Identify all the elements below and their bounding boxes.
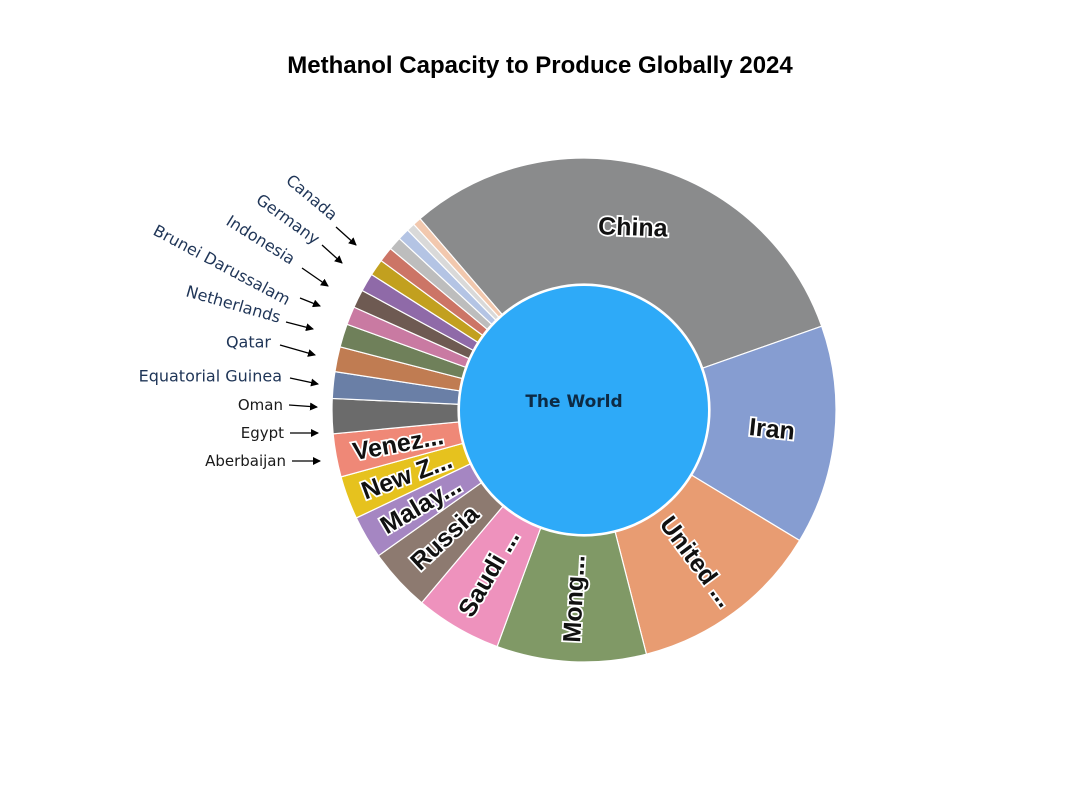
- callout-labels: Aberbaijan Egypt Oman Equatorial Guinea Qata…: [139, 171, 357, 470]
- callout-equatorial-guinea: Equatorial Guinea: [139, 367, 282, 386]
- callout-egypt: Egypt: [241, 424, 284, 442]
- label-iran: Iran: [748, 413, 796, 446]
- callout-arrow-indonesia: [301, 267, 329, 287]
- label-mong: Mong...: [558, 554, 590, 643]
- callout-arrow-equatorial-guinea: [289, 377, 319, 387]
- callout-arrow-germany: [321, 244, 343, 264]
- root-label: The World: [525, 392, 622, 412]
- callout-arrow-brunei-darussalam: [299, 297, 321, 308]
- callout-arrow-netherlands: [285, 321, 314, 332]
- inner-ring: The World: [458, 284, 710, 536]
- callout-oman: Oman: [238, 396, 283, 414]
- outer-ring: [331, 157, 837, 663]
- root-circle: [458, 284, 710, 536]
- chart-title: Methanol Capacity to Produce Globally 20…: [287, 52, 793, 79]
- callout-arrow-canada: [335, 226, 357, 246]
- label-china: China: [598, 212, 669, 242]
- callout-qatar: Qatar: [226, 333, 271, 352]
- callout-aberbaijan: Aberbaijan: [205, 452, 286, 470]
- callout-arrow-oman: [288, 402, 318, 411]
- callout-arrow-qatar: [279, 344, 316, 357]
